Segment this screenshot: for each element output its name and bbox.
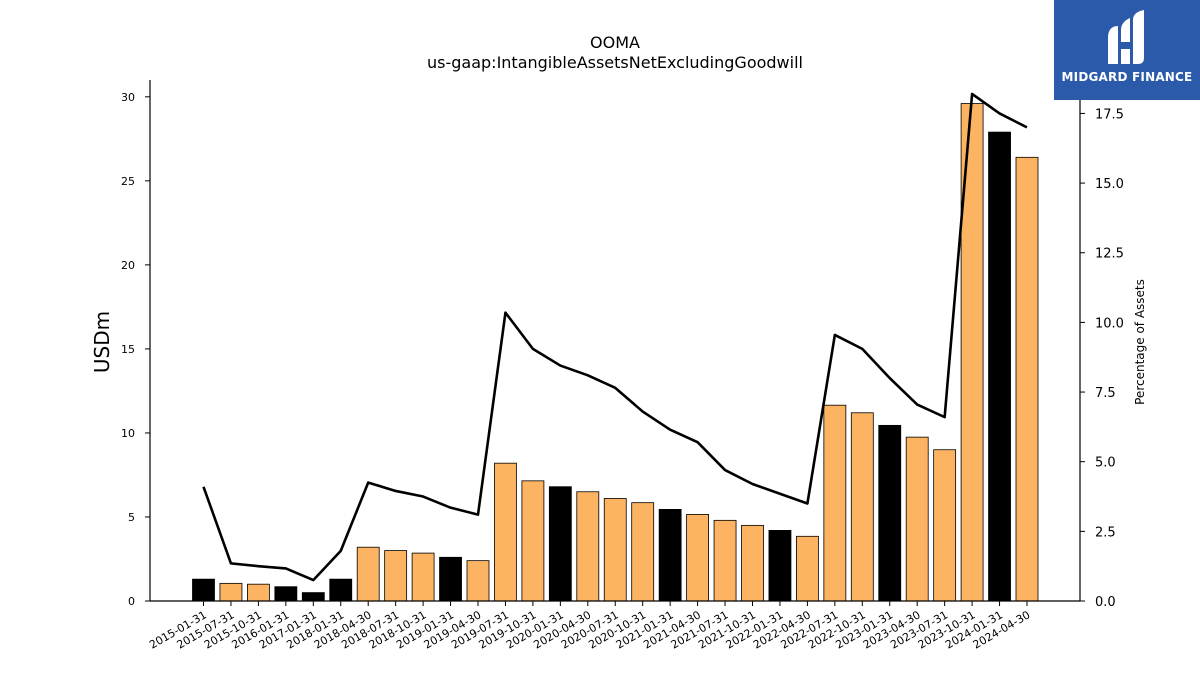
bar — [905, 436, 929, 602]
bar — [192, 578, 215, 602]
bar — [301, 592, 325, 602]
bar — [219, 582, 243, 602]
y2-tick-label: 12.5 — [1095, 247, 1124, 262]
y-tick-label: 15 — [121, 343, 135, 356]
bar — [878, 424, 902, 602]
percentage-line-group — [202, 92, 1028, 582]
percentage-line — [202, 92, 1028, 582]
bar — [246, 583, 270, 602]
bar — [823, 404, 847, 602]
y-tick-label: 20 — [121, 259, 135, 272]
y-tick-label: 30 — [121, 91, 135, 104]
bar — [768, 530, 792, 602]
y-tick-label: 5 — [128, 511, 135, 524]
bar — [631, 502, 655, 602]
y2-tick-label: 5.0 — [1095, 456, 1116, 471]
bar — [521, 480, 545, 602]
y-tick-label: 10 — [121, 427, 135, 440]
bar — [686, 514, 709, 602]
y2-tick-label: 2.5 — [1095, 525, 1116, 540]
y-tick-label: 25 — [121, 175, 135, 188]
bar — [384, 550, 408, 602]
bar — [1015, 156, 1039, 602]
bar — [933, 449, 957, 602]
bar — [329, 578, 353, 602]
bar — [274, 586, 298, 602]
y2-tick-label: 17.5 — [1095, 107, 1124, 122]
y-axis-label: USDm — [90, 311, 114, 373]
bar — [576, 491, 600, 602]
bar — [850, 412, 874, 602]
bar — [658, 508, 682, 602]
midgard-logo-icon — [1108, 10, 1144, 64]
bar — [713, 519, 737, 602]
chart-subtitle: us-gaap:IntangibleAssetsNetExcludingGood… — [427, 53, 803, 72]
y2-tick-label: 15.0 — [1095, 177, 1124, 192]
bar — [796, 535, 819, 602]
bar — [548, 486, 572, 602]
y2-tick-label: 7.5 — [1095, 386, 1116, 401]
logo-text: MIDGARD FINANCE — [1061, 70, 1193, 84]
y2-tick-label: 0.0 — [1095, 595, 1116, 610]
bar — [603, 498, 627, 602]
bar — [356, 546, 380, 602]
midgard-finance-logo: MIDGARD FINANCE — [1054, 0, 1200, 100]
chart-title: OOMA — [590, 33, 640, 52]
bar — [466, 560, 490, 602]
bar — [494, 462, 517, 602]
y2-tick-label: 10.0 — [1095, 316, 1124, 331]
bar — [439, 556, 462, 602]
y2-axis-label: Percentage of Assets — [1133, 279, 1147, 405]
bar — [988, 131, 1011, 602]
y-tick-label: 0 — [128, 595, 135, 608]
bar — [741, 524, 764, 602]
bar — [411, 552, 435, 602]
bar-group — [192, 103, 1039, 602]
